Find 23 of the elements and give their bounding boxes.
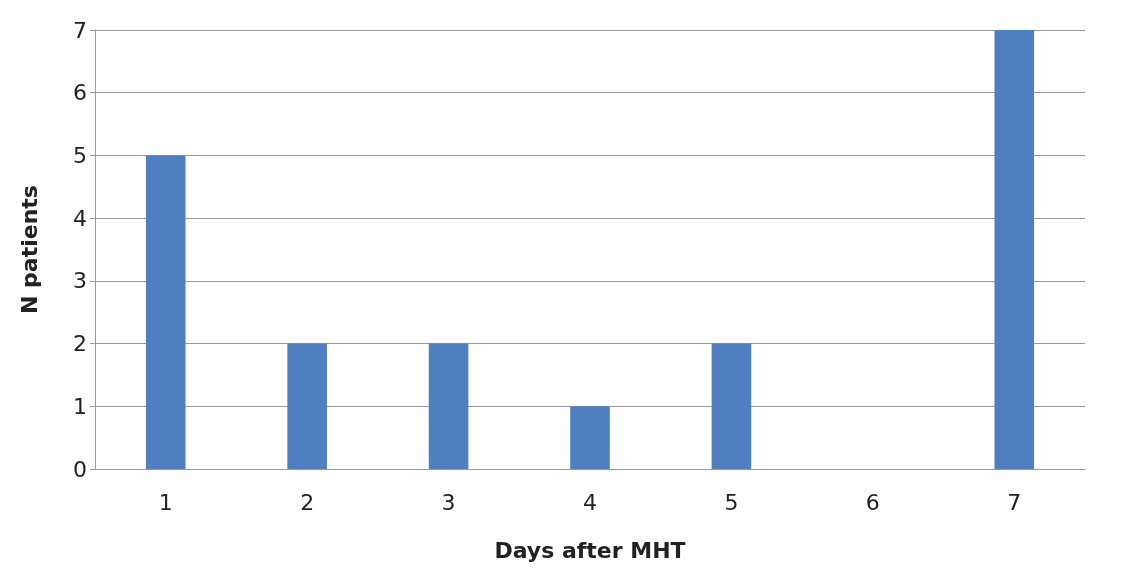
y-tick-label: 3 [73, 268, 87, 294]
x-tick-label: 1 [158, 489, 173, 515]
x-tick-label: 4 [583, 489, 597, 515]
y-tick-label: 1 [73, 393, 87, 419]
bar [711, 343, 752, 469]
bar [287, 343, 327, 469]
bar [428, 343, 469, 469]
x-tick-label: 7 [1007, 489, 1022, 515]
x-axis-title: Days after MHT [494, 537, 686, 563]
x-tick-label: 5 [724, 489, 739, 515]
y-tick-label: 2 [73, 331, 87, 357]
bar [994, 30, 1035, 469]
x-tick-label: 3 [441, 489, 456, 515]
x-tick-label: 2 [300, 489, 315, 515]
x-tick-label: 6 [865, 489, 880, 515]
y-tick-label: 4 [73, 205, 87, 231]
y-tick-label: 0 [73, 456, 87, 482]
y-tick-label: 6 [73, 80, 87, 106]
y-tick-label: 7 [73, 17, 87, 43]
bar [570, 406, 610, 469]
y-axis-title: N patients [16, 185, 42, 314]
y-tick-label: 5 [73, 142, 87, 168]
bar [145, 155, 186, 469]
